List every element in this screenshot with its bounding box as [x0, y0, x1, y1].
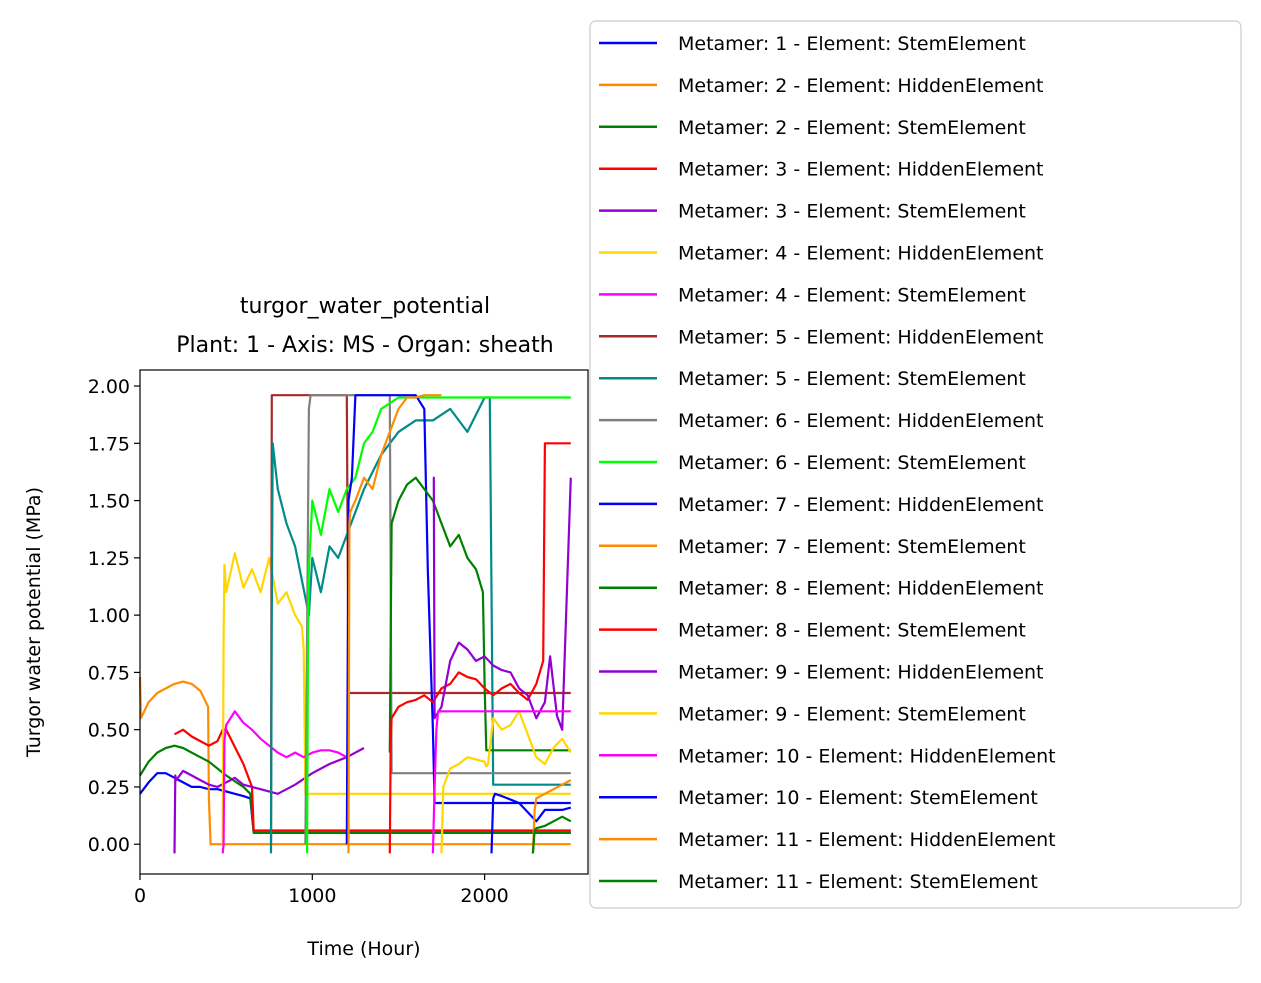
y-tick-label: 1.50: [88, 491, 130, 513]
x-tick-label: 2000: [460, 885, 508, 907]
y-tick-label: 0.75: [88, 662, 130, 684]
y-ticks: 0.00 0.25 0.50 0.75 1.00 1.25 1.50 1.75 2.00: [88, 376, 140, 856]
legend-label: Metamer: 1 - Element: StemElement: [678, 33, 1026, 55]
legend-entry: Metamer: 5 - Element: HiddenElement: [599, 326, 1044, 348]
legend-label: Metamer: 11 - Element: StemElement: [678, 871, 1038, 893]
y-tick-label: 0.50: [88, 720, 130, 742]
legend-entry: Metamer: 11 - Element: HiddenElement: [599, 829, 1056, 851]
legend-label: Metamer: 2 - Element: StemElement: [678, 117, 1026, 139]
legend-label: Metamer: 6 - Element: StemElement: [678, 452, 1026, 474]
legend-label: Metamer: 8 - Element: StemElement: [678, 620, 1026, 642]
series-line-9: [269, 396, 571, 854]
series-line-15: [388, 442, 571, 854]
legend-entry: Metamer: 4 - Element: StemElement: [599, 284, 1026, 306]
legend-label: Metamer: 10 - Element: StemElement: [678, 787, 1038, 809]
legend-entry: Metamer: 8 - Element: StemElement: [599, 620, 1026, 642]
legend-label: Metamer: 9 - Element: HiddenElement: [678, 662, 1044, 684]
series-line-18: [431, 710, 571, 854]
y-tick-label: 2.00: [88, 376, 130, 398]
series-line-13: [347, 394, 442, 854]
legend-entry: Metamer: 6 - Element: HiddenElement: [599, 410, 1044, 432]
y-axis-label: Turgor water potential (MPa): [23, 487, 45, 758]
legend-label: Metamer: 7 - Element: HiddenElement: [678, 494, 1044, 516]
series-line-5: [173, 747, 365, 854]
legend-label: Metamer: 3 - Element: StemElement: [678, 201, 1026, 223]
legend-label: Metamer: 8 - Element: HiddenElement: [678, 578, 1044, 600]
x-tick-label: 1000: [288, 885, 336, 907]
legend-entry: Metamer: 7 - Element: StemElement: [599, 536, 1026, 558]
x-ticks: 0 1000 2000: [134, 874, 509, 907]
chart-subtitle: Plant: 1 - Axis: MS - Organ: sheath: [176, 333, 553, 358]
legend-label: Metamer: 3 - Element: HiddenElement: [678, 159, 1044, 181]
series-line-2: [138, 676, 571, 846]
series-line-17: [440, 710, 572, 854]
series-layer: [138, 394, 572, 854]
y-tick-label: 0.25: [88, 777, 130, 799]
chart-title: turgor_water_potential: [240, 294, 490, 319]
legend-entry: Metamer: 4 - Element: HiddenElement: [599, 243, 1044, 265]
legend-entry: Metamer: 2 - Element: StemElement: [599, 117, 1026, 139]
legend-label: Metamer: 7 - Element: StemElement: [678, 536, 1026, 558]
series-line-19: [490, 792, 572, 854]
legend-entry: Metamer: 2 - Element: HiddenElement: [599, 75, 1044, 97]
legend-entry: Metamer: 6 - Element: StemElement: [599, 452, 1026, 474]
series-line-20: [531, 779, 572, 854]
x-tick-label: 0: [134, 885, 146, 907]
legend-entry: Metamer: 5 - Element: StemElement: [599, 368, 1026, 390]
legend-label: Metamer: 9 - Element: StemElement: [678, 703, 1026, 725]
legend-entry: Metamer: 10 - Element: StemElement: [599, 787, 1038, 809]
series-line-12: [345, 394, 571, 845]
y-tick-label: 1.75: [88, 433, 130, 455]
legend-entry: Metamer: 10 - Element: HiddenElement: [599, 745, 1056, 767]
series-line-7: [221, 710, 348, 854]
legend-entry: Metamer: 9 - Element: StemElement: [599, 703, 1026, 725]
x-axis-label: Time (Hour): [306, 938, 420, 960]
y-tick-label: 1.00: [88, 605, 130, 627]
legend-entry: Metamer: 3 - Element: HiddenElement: [599, 159, 1044, 181]
plot-frame: [139, 369, 589, 875]
legend-label: Metamer: 2 - Element: HiddenElement: [678, 75, 1044, 97]
legend-entry: Metamer: 1 - Element: StemElement: [599, 33, 1026, 55]
legend-entry: Metamer: 11 - Element: StemElement: [599, 871, 1038, 893]
legend-label: Metamer: 5 - Element: HiddenElement: [678, 326, 1044, 348]
legend-label: Metamer: 6 - Element: HiddenElement: [678, 410, 1044, 432]
series-line-16: [432, 476, 572, 731]
legend-label: Metamer: 11 - Element: HiddenElement: [678, 829, 1056, 851]
legend-label: Metamer: 4 - Element: StemElement: [678, 284, 1026, 306]
legend-entry: Metamer: 8 - Element: HiddenElement: [599, 578, 1044, 600]
series-line-6: [221, 552, 571, 845]
legend: Metamer: 1 - Element: StemElement Metamer…: [589, 20, 1242, 909]
series-line-3: [139, 744, 571, 834]
series-line-10: [304, 394, 571, 845]
legend-label: Metamer: 5 - Element: StemElement: [678, 368, 1026, 390]
series-line-8: [269, 394, 571, 845]
legend-label: Metamer: 10 - Element: HiddenElement: [678, 745, 1056, 767]
series-line-14: [388, 476, 571, 753]
legend-frame: [589, 20, 1242, 909]
series-line-11: [306, 396, 571, 854]
legend-entry: Metamer: 9 - Element: HiddenElement: [599, 662, 1044, 684]
legend-label: Metamer: 4 - Element: HiddenElement: [678, 243, 1044, 265]
y-tick-label: 0.00: [88, 834, 130, 856]
legend-entry: Metamer: 7 - Element: HiddenElement: [599, 494, 1044, 516]
y-tick-label: 1.25: [88, 548, 130, 570]
legend-entry: Metamer: 3 - Element: StemElement: [599, 201, 1026, 223]
series-line-21: [531, 815, 572, 854]
